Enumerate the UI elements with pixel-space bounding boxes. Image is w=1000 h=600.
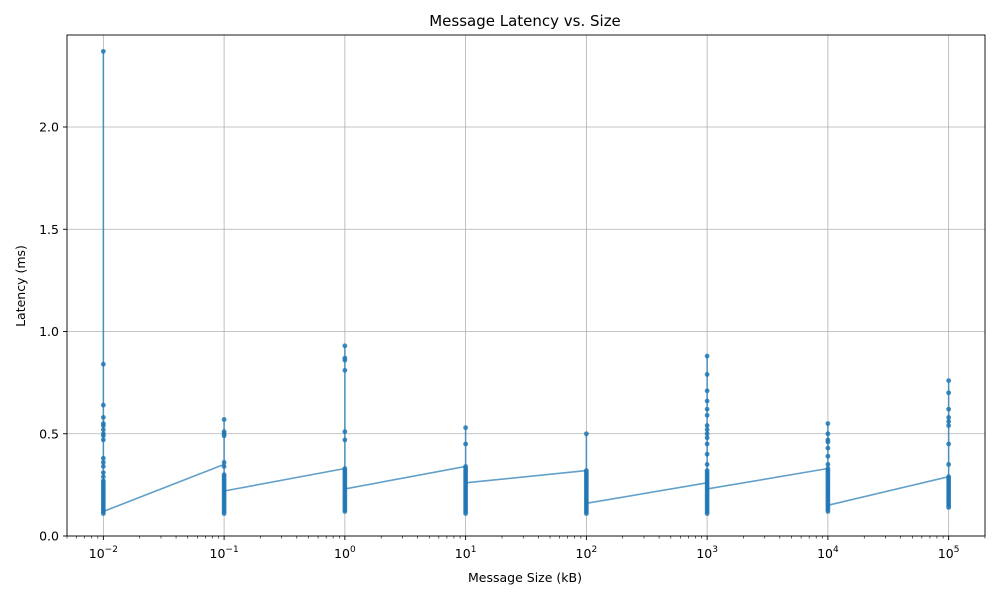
data-point <box>704 511 710 516</box>
data-point <box>825 462 831 467</box>
data-point <box>704 412 710 418</box>
x-tick-label: 10−2 <box>89 545 118 561</box>
data-point <box>100 433 106 439</box>
x-tick-label: 100 <box>334 545 356 561</box>
chart-title: Message Latency vs. Size <box>429 12 621 30</box>
data-point <box>704 353 710 359</box>
data-point <box>825 421 831 426</box>
grid-lines <box>67 35 985 537</box>
x-tick-label: 105 <box>938 545 960 561</box>
data-point <box>704 372 710 377</box>
series-connector-line <box>223 467 346 492</box>
data-point <box>946 390 952 396</box>
data-point <box>946 423 952 428</box>
y-tick-label: 1.0 <box>39 324 59 339</box>
y-tick-label: 0.0 <box>39 529 59 544</box>
data-point <box>704 398 710 404</box>
data-point <box>825 445 831 451</box>
y-axis-label: Latency (ms) <box>13 245 28 327</box>
data-point <box>342 437 348 443</box>
series-connector-line <box>827 475 949 507</box>
data-point <box>100 414 106 420</box>
series-connector-line <box>707 467 829 490</box>
data-point <box>704 431 710 437</box>
data-point <box>704 427 710 433</box>
data-point <box>946 419 952 424</box>
data-point <box>463 425 469 431</box>
data-point <box>342 343 348 349</box>
data-point <box>342 357 348 363</box>
data-point <box>342 509 348 514</box>
x-tick-label: 101 <box>455 545 477 561</box>
data-point <box>946 462 952 467</box>
data-point <box>221 433 227 439</box>
data-point <box>463 511 469 516</box>
x-tick-label: 104 <box>817 545 839 561</box>
data-point <box>704 388 710 394</box>
data-point <box>463 441 469 447</box>
data-point <box>100 455 106 461</box>
y-tick-label: 1.5 <box>39 222 59 237</box>
y-tick-label: 2.0 <box>39 120 59 135</box>
y-axis-ticks: 0.0 0.5 1.0 1.5 2.0 <box>39 120 67 544</box>
data-point <box>100 361 106 367</box>
x-tick-label: 103 <box>696 545 718 561</box>
data-point <box>100 474 106 480</box>
data-point <box>100 470 106 476</box>
data-point <box>100 427 106 433</box>
y-tick-label: 0.5 <box>39 426 59 441</box>
data-point <box>100 464 106 469</box>
data-point <box>342 429 348 435</box>
x-tick-label: 10−1 <box>210 545 239 561</box>
data-point <box>583 431 589 437</box>
data-point <box>100 423 106 428</box>
series-connector-line <box>103 463 225 513</box>
data-point <box>221 417 227 422</box>
x-axis-ticks: 10−2 10−1 100 101 102 103 104 105 <box>66 536 986 561</box>
x-tick-label: 102 <box>576 545 598 561</box>
data-point <box>946 414 952 420</box>
data-point <box>704 462 710 467</box>
data-point <box>825 431 831 437</box>
data-point <box>100 402 106 408</box>
data-point <box>221 459 227 465</box>
x-axis-label: Message Size (kB) <box>468 570 582 585</box>
data-point <box>221 464 227 469</box>
data-point <box>704 451 710 457</box>
data-point <box>704 406 710 412</box>
data-point <box>704 435 710 441</box>
data-point <box>100 48 106 54</box>
series-layer <box>100 48 952 516</box>
data-point <box>825 439 831 445</box>
data-point <box>704 423 710 428</box>
series-connector-line <box>465 469 587 484</box>
data-point <box>946 504 952 510</box>
plot-frame <box>66 34 986 537</box>
data-point <box>100 437 106 443</box>
data-point <box>100 459 106 465</box>
data-point <box>946 406 952 412</box>
data-point <box>583 511 589 516</box>
data-point <box>825 453 831 459</box>
data-point <box>342 367 348 373</box>
data-point <box>704 441 710 447</box>
data-point <box>946 441 952 447</box>
series-connector-line <box>586 482 708 505</box>
data-point <box>221 511 227 516</box>
data-point <box>100 511 106 516</box>
series-connector-line <box>344 465 466 490</box>
data-point <box>825 509 831 514</box>
data-point <box>946 378 952 383</box>
